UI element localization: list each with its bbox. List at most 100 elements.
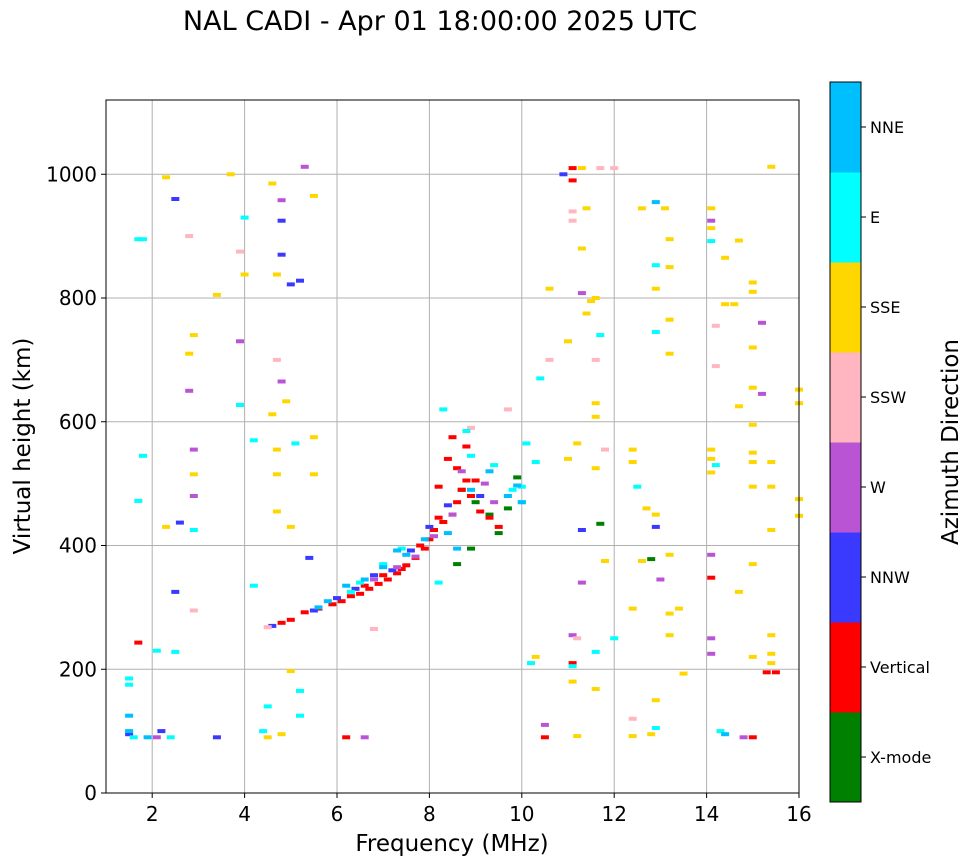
colorbar-tick-label: NNE [870, 118, 904, 137]
point-e [522, 441, 531, 446]
point-sse [707, 447, 716, 452]
point-ssw [568, 209, 577, 214]
point-e [356, 580, 365, 585]
point-sse [721, 302, 730, 307]
point-sse [582, 311, 591, 316]
point-sse [286, 669, 295, 674]
point-vertical [494, 524, 503, 529]
point-sse [545, 286, 554, 291]
point-w [707, 651, 716, 656]
point-ssw [610, 166, 619, 171]
point-sse [665, 552, 674, 557]
x-tick-label: 6 [331, 802, 344, 826]
x-tick-label: 10 [509, 802, 534, 826]
point-w [707, 552, 716, 557]
x-axis-label: Frequency (MHz) [355, 831, 548, 857]
point-sse [707, 470, 716, 475]
point-vertical [568, 661, 577, 666]
point-e [296, 688, 304, 693]
point-vertical [453, 500, 462, 505]
point-sse [573, 441, 582, 446]
point-ssw [370, 627, 378, 631]
point-e [651, 263, 660, 268]
point-nnw [333, 596, 341, 601]
point-sse [734, 404, 743, 409]
point-nne [651, 200, 660, 205]
point-sse [591, 687, 600, 691]
point-sse [577, 166, 586, 171]
point-w [360, 735, 369, 740]
point-nnw [277, 218, 286, 223]
point-ssw [236, 249, 244, 254]
point-e [125, 682, 134, 687]
point-sse [665, 237, 674, 242]
point-nne [503, 494, 512, 498]
point-sse [651, 698, 660, 703]
point-x-mode [596, 521, 605, 526]
point-sse [591, 401, 600, 406]
point-vertical [476, 509, 485, 514]
point-w [300, 164, 309, 169]
point-vertical [134, 640, 143, 645]
point-sse [734, 589, 743, 594]
point-w [480, 481, 489, 486]
point-e [467, 453, 475, 458]
point-e [249, 583, 258, 588]
point-e [651, 726, 660, 730]
point-nnw [286, 282, 295, 287]
point-nne [453, 546, 462, 551]
point-vertical [485, 515, 494, 520]
point-sse [309, 193, 318, 198]
colorbar-frame [829, 81, 862, 803]
point-e [439, 407, 448, 412]
point-w [577, 580, 586, 585]
point-w [277, 379, 286, 384]
point-vertical [443, 456, 452, 461]
point-e [536, 376, 545, 381]
point-nne [485, 469, 494, 474]
point-nne [125, 713, 134, 718]
point-nne [379, 565, 388, 570]
point-sse [282, 399, 291, 404]
point-sse [309, 435, 318, 440]
point-e [125, 676, 134, 681]
point-e [591, 649, 600, 654]
point-sse [591, 466, 600, 471]
point-nne [721, 732, 730, 737]
point-vertical [300, 610, 309, 615]
point-e [531, 460, 540, 464]
point-nne [314, 605, 323, 610]
x-axis-ticks: 2 4 6 8 10 12 14 16 [146, 793, 812, 826]
point-vertical [379, 573, 388, 578]
y-tick-label: 0 [84, 781, 97, 805]
point-nne [125, 729, 134, 734]
point-vertical [748, 735, 757, 740]
point-nnw [559, 172, 568, 177]
point-vertical [453, 466, 462, 471]
colorbar-tick-label: Vertical [870, 658, 930, 677]
point-sse [212, 292, 221, 297]
point-sse [587, 299, 596, 304]
point-sse [748, 654, 757, 659]
x-tick-label: 8 [423, 802, 436, 826]
chart-title: NAL CADI - Apr 01 18:00:00 2025 UTC [182, 6, 698, 37]
point-e [139, 237, 147, 242]
point-e [346, 589, 355, 594]
point-nnw [296, 278, 304, 283]
point-nnw [309, 608, 318, 613]
point-x-mode [647, 557, 656, 562]
point-nnw [171, 197, 180, 201]
point-ssw [601, 447, 609, 452]
point-vertical [277, 620, 286, 625]
point-sse [734, 238, 743, 243]
point-sse [665, 317, 674, 322]
colorbar-tick-label: NNW [870, 568, 910, 587]
point-x-mode [513, 475, 522, 480]
point-vertical [337, 599, 346, 604]
point-sse [748, 385, 757, 390]
point-sse [642, 506, 651, 511]
point-sse [591, 296, 600, 300]
point-vertical [568, 178, 577, 183]
point-w [490, 500, 499, 505]
point-sse [272, 447, 281, 452]
